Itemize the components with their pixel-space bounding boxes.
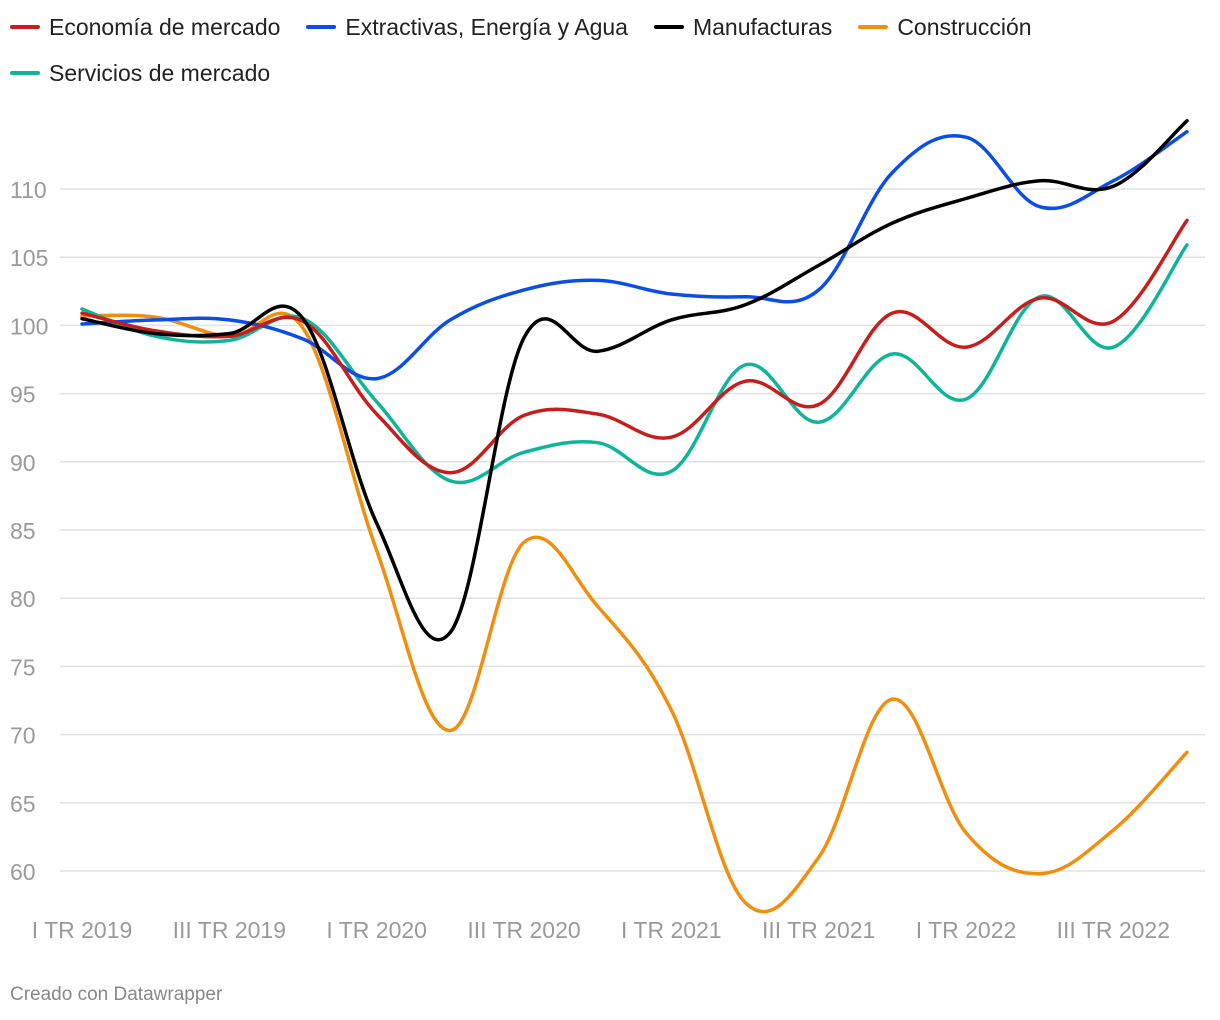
legend-swatch-orange <box>858 25 889 29</box>
legend-swatch-teal <box>10 71 40 75</box>
y-tick-label: 65 <box>10 791 36 817</box>
legend-label: Servicios de mercado <box>49 60 271 86</box>
legend-label: Economía de mercado <box>49 14 281 40</box>
y-tick-label: 90 <box>10 450 36 476</box>
series-line-extractivas <box>80 129 1189 381</box>
legend-item-economia-de-mercado: Economía de mercado <box>10 14 280 40</box>
legend-label: Construcción <box>897 14 1032 40</box>
series-line-economia-de-mercado <box>80 218 1189 475</box>
line-chart: 60 65 70 75 80 85 90 95 100 105 110 I TR 2019 III TR… <box>10 119 1205 943</box>
y-tick-label: 110 <box>10 177 47 203</box>
y-tick-label: 70 <box>10 723 36 749</box>
x-tick-label: I TR 2022 <box>916 917 1017 943</box>
legend-swatch-red <box>10 25 40 29</box>
legend-swatch-blue <box>306 25 337 29</box>
legend-item-manufacturas: Manufacturas <box>653 14 833 40</box>
legend: Economía de mercado Extractivas, Energía… <box>10 14 1200 86</box>
x-tick-label: III TR 2019 <box>173 917 286 943</box>
legend-item-servicios-de-mercado: Servicios de mercado <box>10 60 270 86</box>
x-tick-label: I TR 2021 <box>621 917 722 943</box>
legend-item-extractivas: Extractivas, Energía y Agua <box>306 14 628 40</box>
y-tick-label: 75 <box>10 654 36 680</box>
x-tick-label: I TR 2019 <box>32 917 133 943</box>
y-tick-label: 80 <box>10 586 36 612</box>
legend-label: Manufacturas <box>692 14 833 40</box>
x-tick-label: III TR 2022 <box>1057 917 1170 943</box>
legend-item-construccion: Construcción <box>858 14 1032 40</box>
y-tick-label: 60 <box>10 859 36 885</box>
legend-label: Extractivas, Energía y Agua <box>345 14 628 40</box>
x-tick-label: I TR 2020 <box>326 917 427 943</box>
series-line-manufacturas <box>80 119 1189 642</box>
y-tick-label: 105 <box>10 245 48 271</box>
x-tick-label: III TR 2020 <box>467 917 580 943</box>
footer-credit: Creado con Datawrapper <box>10 984 223 1005</box>
series-line-construccion <box>80 311 1189 914</box>
series-line-servicios-de-mercado <box>80 243 1189 485</box>
y-tick-label: 100 <box>10 313 48 339</box>
legend-swatch-black <box>653 25 684 29</box>
y-tick-label: 95 <box>10 382 36 408</box>
x-tick-label: III TR 2021 <box>762 917 875 943</box>
y-tick-label: 85 <box>10 518 36 544</box>
